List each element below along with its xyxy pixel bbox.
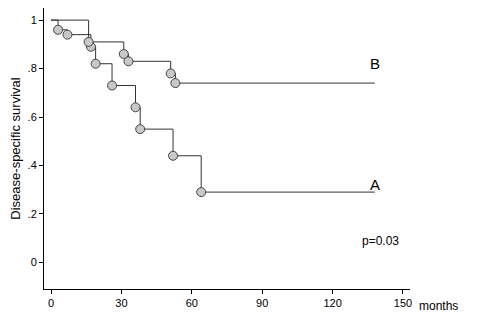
svg-text:B: B — [370, 55, 380, 72]
svg-text:.4: .4 — [28, 159, 37, 171]
svg-text:60: 60 — [186, 297, 198, 309]
svg-text:30: 30 — [115, 297, 127, 309]
svg-text:months: months — [419, 299, 458, 313]
svg-text:Disease-specific survival: Disease-specific survival — [8, 77, 23, 219]
svg-text:0: 0 — [31, 256, 37, 268]
svg-text:1: 1 — [31, 14, 37, 26]
svg-text:0: 0 — [48, 297, 54, 309]
svg-text:.2: .2 — [28, 208, 37, 220]
svg-text:A: A — [370, 176, 380, 193]
svg-text:p=0.03: p=0.03 — [362, 234, 399, 248]
svg-text:150: 150 — [394, 297, 412, 309]
svg-text:.8: .8 — [28, 62, 37, 74]
svg-text:120: 120 — [323, 297, 341, 309]
svg-text:90: 90 — [256, 297, 268, 309]
svg-text:.6: .6 — [28, 111, 37, 123]
